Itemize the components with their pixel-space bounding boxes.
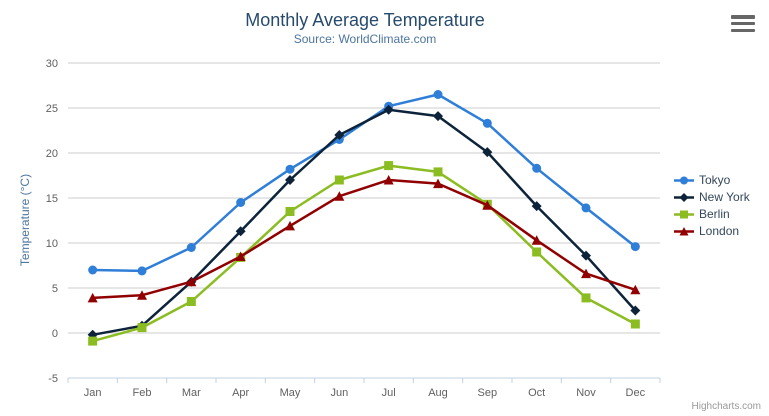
legend-marker (674, 227, 694, 236)
data-point[interactable] (581, 293, 591, 303)
series-line[interactable] (92, 93, 637, 273)
chart-title: Monthly Average Temperature (245, 10, 485, 30)
data-point[interactable] (88, 265, 98, 275)
legend-label: London (699, 224, 740, 238)
yaxis-tick-label: 25 (46, 103, 58, 115)
data-point[interactable] (433, 178, 443, 189)
series-line[interactable] (92, 108, 637, 337)
xaxis-tick-label: Nov (576, 387, 596, 399)
data-point[interactable] (235, 251, 246, 262)
data-point[interactable] (581, 268, 591, 279)
data-point[interactable] (581, 250, 591, 261)
hamburger-bar (731, 15, 755, 19)
data-point[interactable] (532, 247, 542, 257)
series-line[interactable] (92, 164, 636, 343)
xaxis-tick-label: Apr (232, 387, 249, 399)
legend-item-berlin[interactable]: Berlin (674, 208, 750, 221)
xaxis-tick-label: Oct (528, 387, 545, 399)
yaxis-tick-label: 15 (46, 193, 58, 205)
legend-marker (674, 210, 694, 219)
yaxis-tick-label: 0 (52, 328, 58, 340)
data-point[interactable] (334, 191, 345, 201)
data-point[interactable] (285, 164, 295, 174)
legend-item-tokyo[interactable]: Tokyo (674, 174, 750, 187)
data-point[interactable] (87, 292, 98, 303)
data-point[interactable] (383, 104, 394, 115)
data-point[interactable] (531, 201, 542, 212)
yaxis-tick-label: 10 (46, 238, 58, 250)
data-point[interactable] (532, 163, 542, 173)
xaxis-tick-label: Jan (84, 387, 102, 399)
data-point[interactable] (581, 203, 591, 213)
data-point[interactable] (383, 175, 394, 185)
data-point[interactable] (235, 226, 246, 237)
yaxis-tick-label: 20 (46, 148, 58, 160)
xaxis-tick-label: May (280, 387, 301, 399)
data-point[interactable] (285, 175, 295, 185)
hamburger-bar (731, 28, 755, 32)
legend-marker (674, 193, 694, 202)
xaxis-tick-label: Aug (428, 387, 448, 399)
data-point[interactable] (433, 111, 443, 122)
data-point[interactable] (630, 319, 640, 329)
highcharts-credits[interactable]: Highcharts.com (691, 401, 761, 412)
data-point[interactable] (137, 290, 147, 300)
data-point[interactable] (186, 276, 197, 287)
data-point[interactable] (630, 284, 641, 295)
yaxis-tick-label: 5 (52, 283, 58, 295)
xaxis-tick-label: Jun (330, 387, 348, 399)
legend-marker (674, 176, 694, 185)
data-point[interactable] (285, 220, 295, 231)
data-point[interactable] (433, 167, 443, 177)
legend-item-london[interactable]: London (674, 225, 750, 238)
hamburger-menu-icon[interactable] (731, 15, 755, 32)
legend-label: Tokyo (699, 173, 731, 187)
xaxis-tick-label: Mar (182, 387, 201, 399)
data-point[interactable] (137, 266, 147, 276)
legend-item-new-york[interactable]: New York (674, 191, 750, 204)
data-point[interactable] (137, 323, 147, 333)
data-point[interactable] (285, 207, 295, 216)
data-point[interactable] (186, 297, 196, 306)
data-point[interactable] (482, 118, 492, 128)
yaxis-tick-label: 30 (46, 58, 58, 70)
data-point[interactable] (482, 147, 493, 158)
xaxis-tick-label: Jul (382, 387, 396, 399)
yaxis-tick-label: -5 (48, 373, 58, 385)
xaxis-tick-label: Feb (133, 387, 152, 399)
data-point[interactable] (186, 243, 196, 252)
xaxis-tick-label: Sep (478, 387, 498, 399)
data-point[interactable] (384, 161, 394, 171)
data-point[interactable] (334, 175, 344, 185)
data-point[interactable] (531, 235, 542, 245)
data-point[interactable] (88, 336, 98, 346)
xaxis-tick-label: Dec (626, 387, 646, 399)
data-point[interactable] (236, 198, 246, 207)
data-point[interactable] (433, 90, 443, 99)
data-point[interactable] (482, 200, 493, 210)
data-point[interactable] (630, 305, 641, 316)
legend-label: Berlin (699, 207, 730, 221)
chart-subtitle: Source: WorldClimate.com (293, 32, 437, 46)
legend-label: New York (699, 190, 750, 204)
hamburger-bar (731, 21, 755, 26)
data-point[interactable] (334, 130, 345, 140)
series-line[interactable] (92, 178, 636, 300)
data-point[interactable] (630, 242, 640, 252)
legend: Tokyo New York Berlin London (674, 174, 750, 238)
